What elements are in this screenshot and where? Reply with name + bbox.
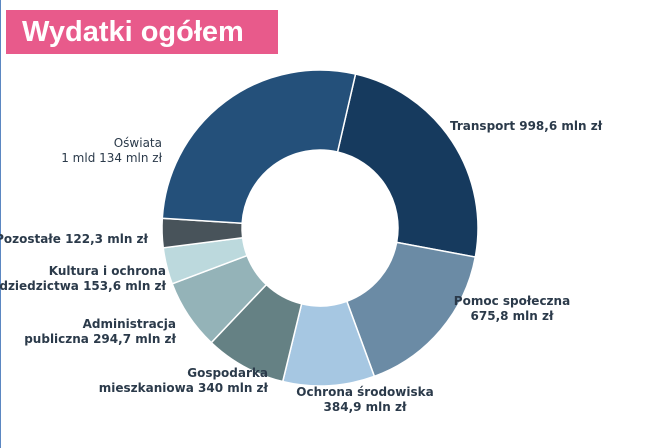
slice-labels: Transport 998,6 mln zł Pomoc społeczna 675…	[0, 119, 603, 414]
slice-label-6: Pozostałe 122,3 mln zł	[0, 232, 149, 246]
slice-label-5: Kultura i ochrona dziedzictwa 153,6 mln z…	[0, 264, 167, 293]
slice-label-1: Pomoc społeczna 675,8 mln zł	[454, 294, 570, 323]
slice-transport	[336, 73, 479, 258]
slice-oświata	[161, 69, 357, 225]
donut-slices	[161, 69, 479, 387]
left-border-line	[0, 0, 1, 448]
slice-label-4: Administracja publiczna 294,7 mln zł	[24, 317, 176, 346]
slice-label-3: Gospodarka mieszkaniowa 340 mln zł	[99, 366, 269, 395]
slice-label-2: Ochrona środowiska 384,9 mln zł	[296, 385, 433, 414]
slice-pomoc-społeczna	[345, 241, 477, 378]
slice-label-0: Transport 998,6 mln zł	[450, 119, 603, 133]
title-banner: Wydatki ogółem	[6, 10, 278, 54]
slice-label-7: Oświata 1 mld 134 mln zł	[61, 136, 162, 165]
chart-title: Wydatki ogółem	[22, 15, 244, 48]
